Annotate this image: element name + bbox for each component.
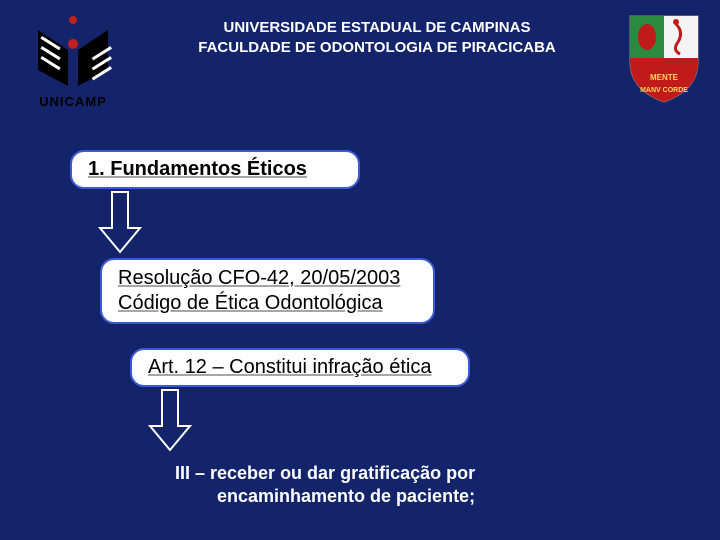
final-text: III – receber ou dar gratificação por en…: [175, 462, 595, 509]
header-line1: UNIVERSIDADE ESTADUAL DE CAMPINAS: [128, 18, 626, 38]
final-line1: III – receber ou dar gratificação por: [175, 463, 475, 483]
box-resolucao: Resolução CFO-42, 20/05/2003 Código de É…: [100, 258, 435, 324]
box-fundamentos: 1. Fundamentos Éticos: [70, 150, 360, 189]
unicamp-logo-icon: [28, 12, 118, 90]
box2-line1: Resolução CFO-42, 20/05/2003: [118, 267, 400, 289]
header-title: UNIVERSIDADE ESTADUAL DE CAMPINAS FACULD…: [128, 18, 626, 57]
box3-text: Art. 12 – Constitui infração ética: [148, 356, 431, 378]
box-artigo: Art. 12 – Constitui infração ética: [130, 348, 470, 387]
unicamp-wordmark: UNICAMP: [39, 94, 107, 109]
slide-header: UNICAMP UNIVERSIDADE ESTADUAL DE CAMPINA…: [0, 12, 720, 109]
arrow-down-icon: [98, 190, 142, 254]
svg-text:MENTE: MENTE: [650, 73, 679, 82]
arrow-down-icon: [148, 388, 192, 452]
box1-text: 1. Fundamentos Éticos: [88, 158, 307, 180]
svg-text:MANV CORDE: MANV CORDE: [640, 87, 688, 94]
box2-line2: Código de Ética Odontológica: [118, 292, 383, 314]
final-line2: encaminhamento de paciente;: [175, 485, 595, 508]
faculty-shield-icon: MENTE MANV CORDE: [626, 12, 702, 106]
header-line2: FACULDADE DE ODONTOLOGIA DE PIRACICABA: [128, 38, 626, 58]
unicamp-logo-block: UNICAMP: [18, 12, 128, 109]
